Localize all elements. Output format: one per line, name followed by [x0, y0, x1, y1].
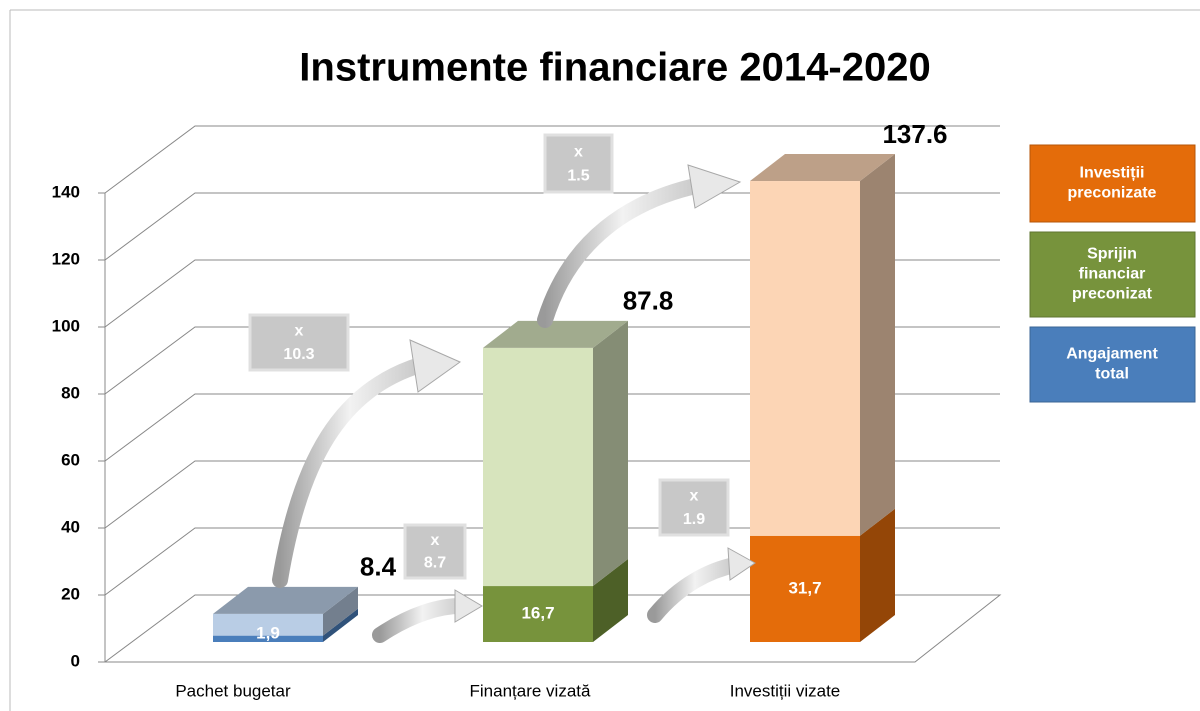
multiplier-text: 8.7 [424, 554, 446, 571]
total-label: 87.8 [623, 286, 674, 316]
chart-title: Instrumente financiare 2014-2020 [299, 46, 930, 90]
bar-side [593, 320, 628, 587]
legend-swatch [1029, 144, 1196, 223]
bar-segment [213, 613, 323, 636]
x-tick-label: Finanțare vizată [470, 681, 591, 700]
bar-side [593, 559, 628, 642]
grid-line [104, 259, 1000, 328]
y-tick-label: 100 [52, 316, 80, 335]
y-tick-label: 120 [52, 249, 80, 268]
y-tick-label: 40 [61, 517, 80, 536]
grid-line [104, 125, 1000, 194]
value-label: 1,9 [256, 623, 280, 642]
bar-segment [750, 181, 860, 536]
multiplier-box [248, 313, 350, 372]
bar-top [483, 320, 628, 348]
bar-side [860, 508, 895, 642]
bar-top [213, 586, 358, 614]
multiplier-text: 1.5 [567, 167, 589, 184]
multiplier-box [543, 133, 614, 194]
grid-line [104, 527, 1000, 596]
total-label: 8.4 [360, 552, 397, 582]
value-label: 16,7 [521, 604, 554, 623]
legend-label: Investiții preconizate [1068, 165, 1157, 202]
grid-line [104, 326, 1000, 395]
legend-label: Angajament total [1066, 346, 1158, 383]
multiplier-text: x [295, 323, 304, 340]
grid-line [104, 192, 1000, 261]
y-tick-label: 0 [71, 651, 80, 670]
arrow-heads [409, 164, 756, 623]
multiplier-text: 10.3 [283, 346, 314, 363]
value-label: 31,7 [788, 578, 821, 597]
bar-segment [483, 347, 593, 587]
x-tick-label: Pachet bugetar [175, 681, 291, 700]
bar-segment [213, 635, 323, 642]
grid-line [104, 460, 1000, 529]
bar-side [323, 586, 358, 636]
multiplier-text: x [431, 532, 440, 549]
y-tick-label: 60 [61, 450, 80, 469]
legend-swatch [1029, 231, 1196, 318]
y-tick-label: 20 [61, 584, 80, 603]
floor [103, 594, 1002, 663]
legend-label: Sprijin financiar preconizat [1072, 246, 1153, 303]
legend-swatch [1029, 326, 1196, 403]
multiplier-text: x [574, 143, 583, 160]
bar-top [750, 154, 895, 182]
multiplier-box [403, 523, 467, 580]
bar-segment [483, 586, 593, 642]
multiplier-text: 1.9 [683, 511, 705, 528]
bar-segment [750, 535, 860, 642]
multiplier-text: x [690, 488, 699, 505]
bar-side [323, 608, 358, 642]
y-tick-label: 80 [61, 383, 80, 402]
grid-line [104, 393, 1000, 462]
total-label: 137.6 [882, 119, 947, 149]
bar-side [860, 154, 895, 536]
x-tick-label: Investiții vizate [730, 681, 841, 700]
multiplier-box [658, 478, 730, 537]
y-tick-label: 140 [52, 182, 80, 201]
